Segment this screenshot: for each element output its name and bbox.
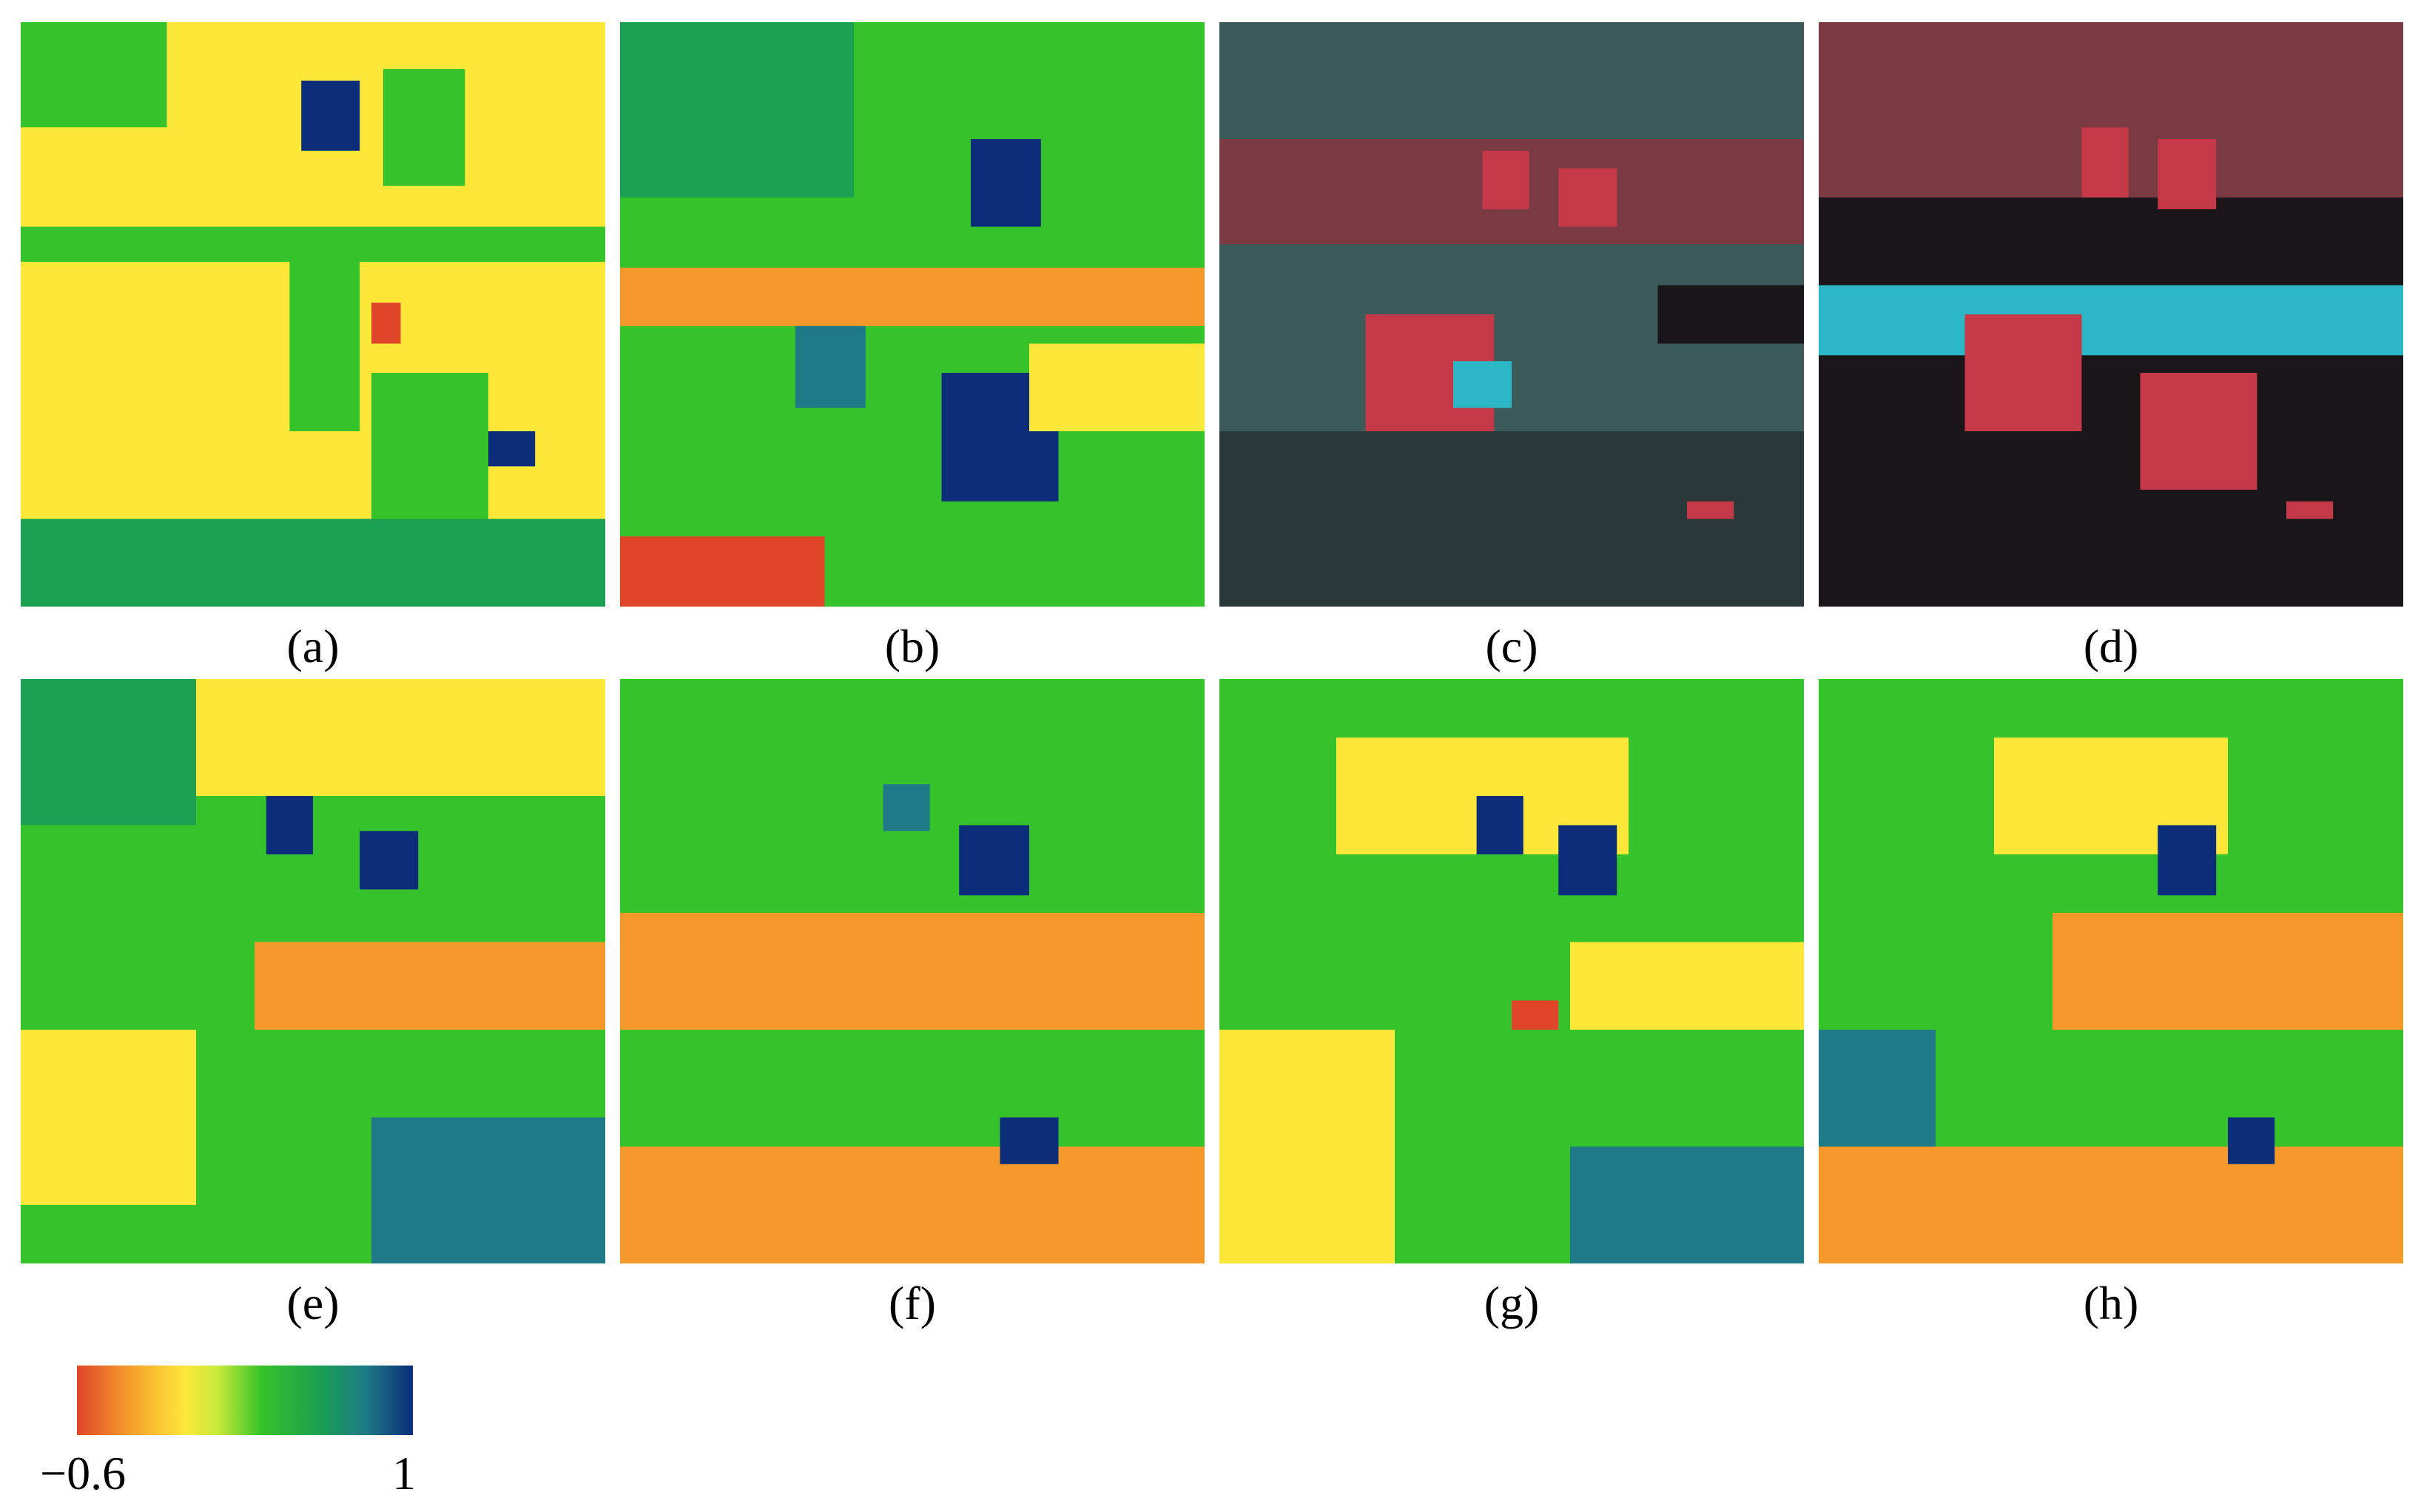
panel-a-index-map	[21, 22, 605, 607]
panel-e-label: (e)	[286, 1277, 340, 1329]
panel-g-index-map	[1219, 679, 1804, 1263]
panel-c-false-color	[1219, 22, 1804, 607]
panel-d-label: (d)	[2083, 620, 2139, 672]
colorbar-min-label: −0.6	[40, 1447, 127, 1499]
panel-c-label: (c)	[1485, 620, 1538, 672]
panel-f-label: (f)	[889, 1277, 936, 1329]
colorbar	[77, 1366, 413, 1435]
panel-a-label: (a)	[286, 620, 340, 672]
panel-b-label: (b)	[884, 620, 940, 672]
panel-g-label: (g)	[1484, 1277, 1540, 1329]
panel-h-label: (h)	[2083, 1277, 2139, 1329]
panel-e-index-map	[21, 679, 605, 1263]
panel-h-index-map	[1819, 679, 2403, 1263]
panel-f-index-map	[620, 679, 1205, 1263]
colorbar-max-label: 1	[392, 1447, 416, 1499]
panel-d-false-color	[1819, 22, 2403, 607]
panel-b-index-map	[620, 22, 1205, 607]
